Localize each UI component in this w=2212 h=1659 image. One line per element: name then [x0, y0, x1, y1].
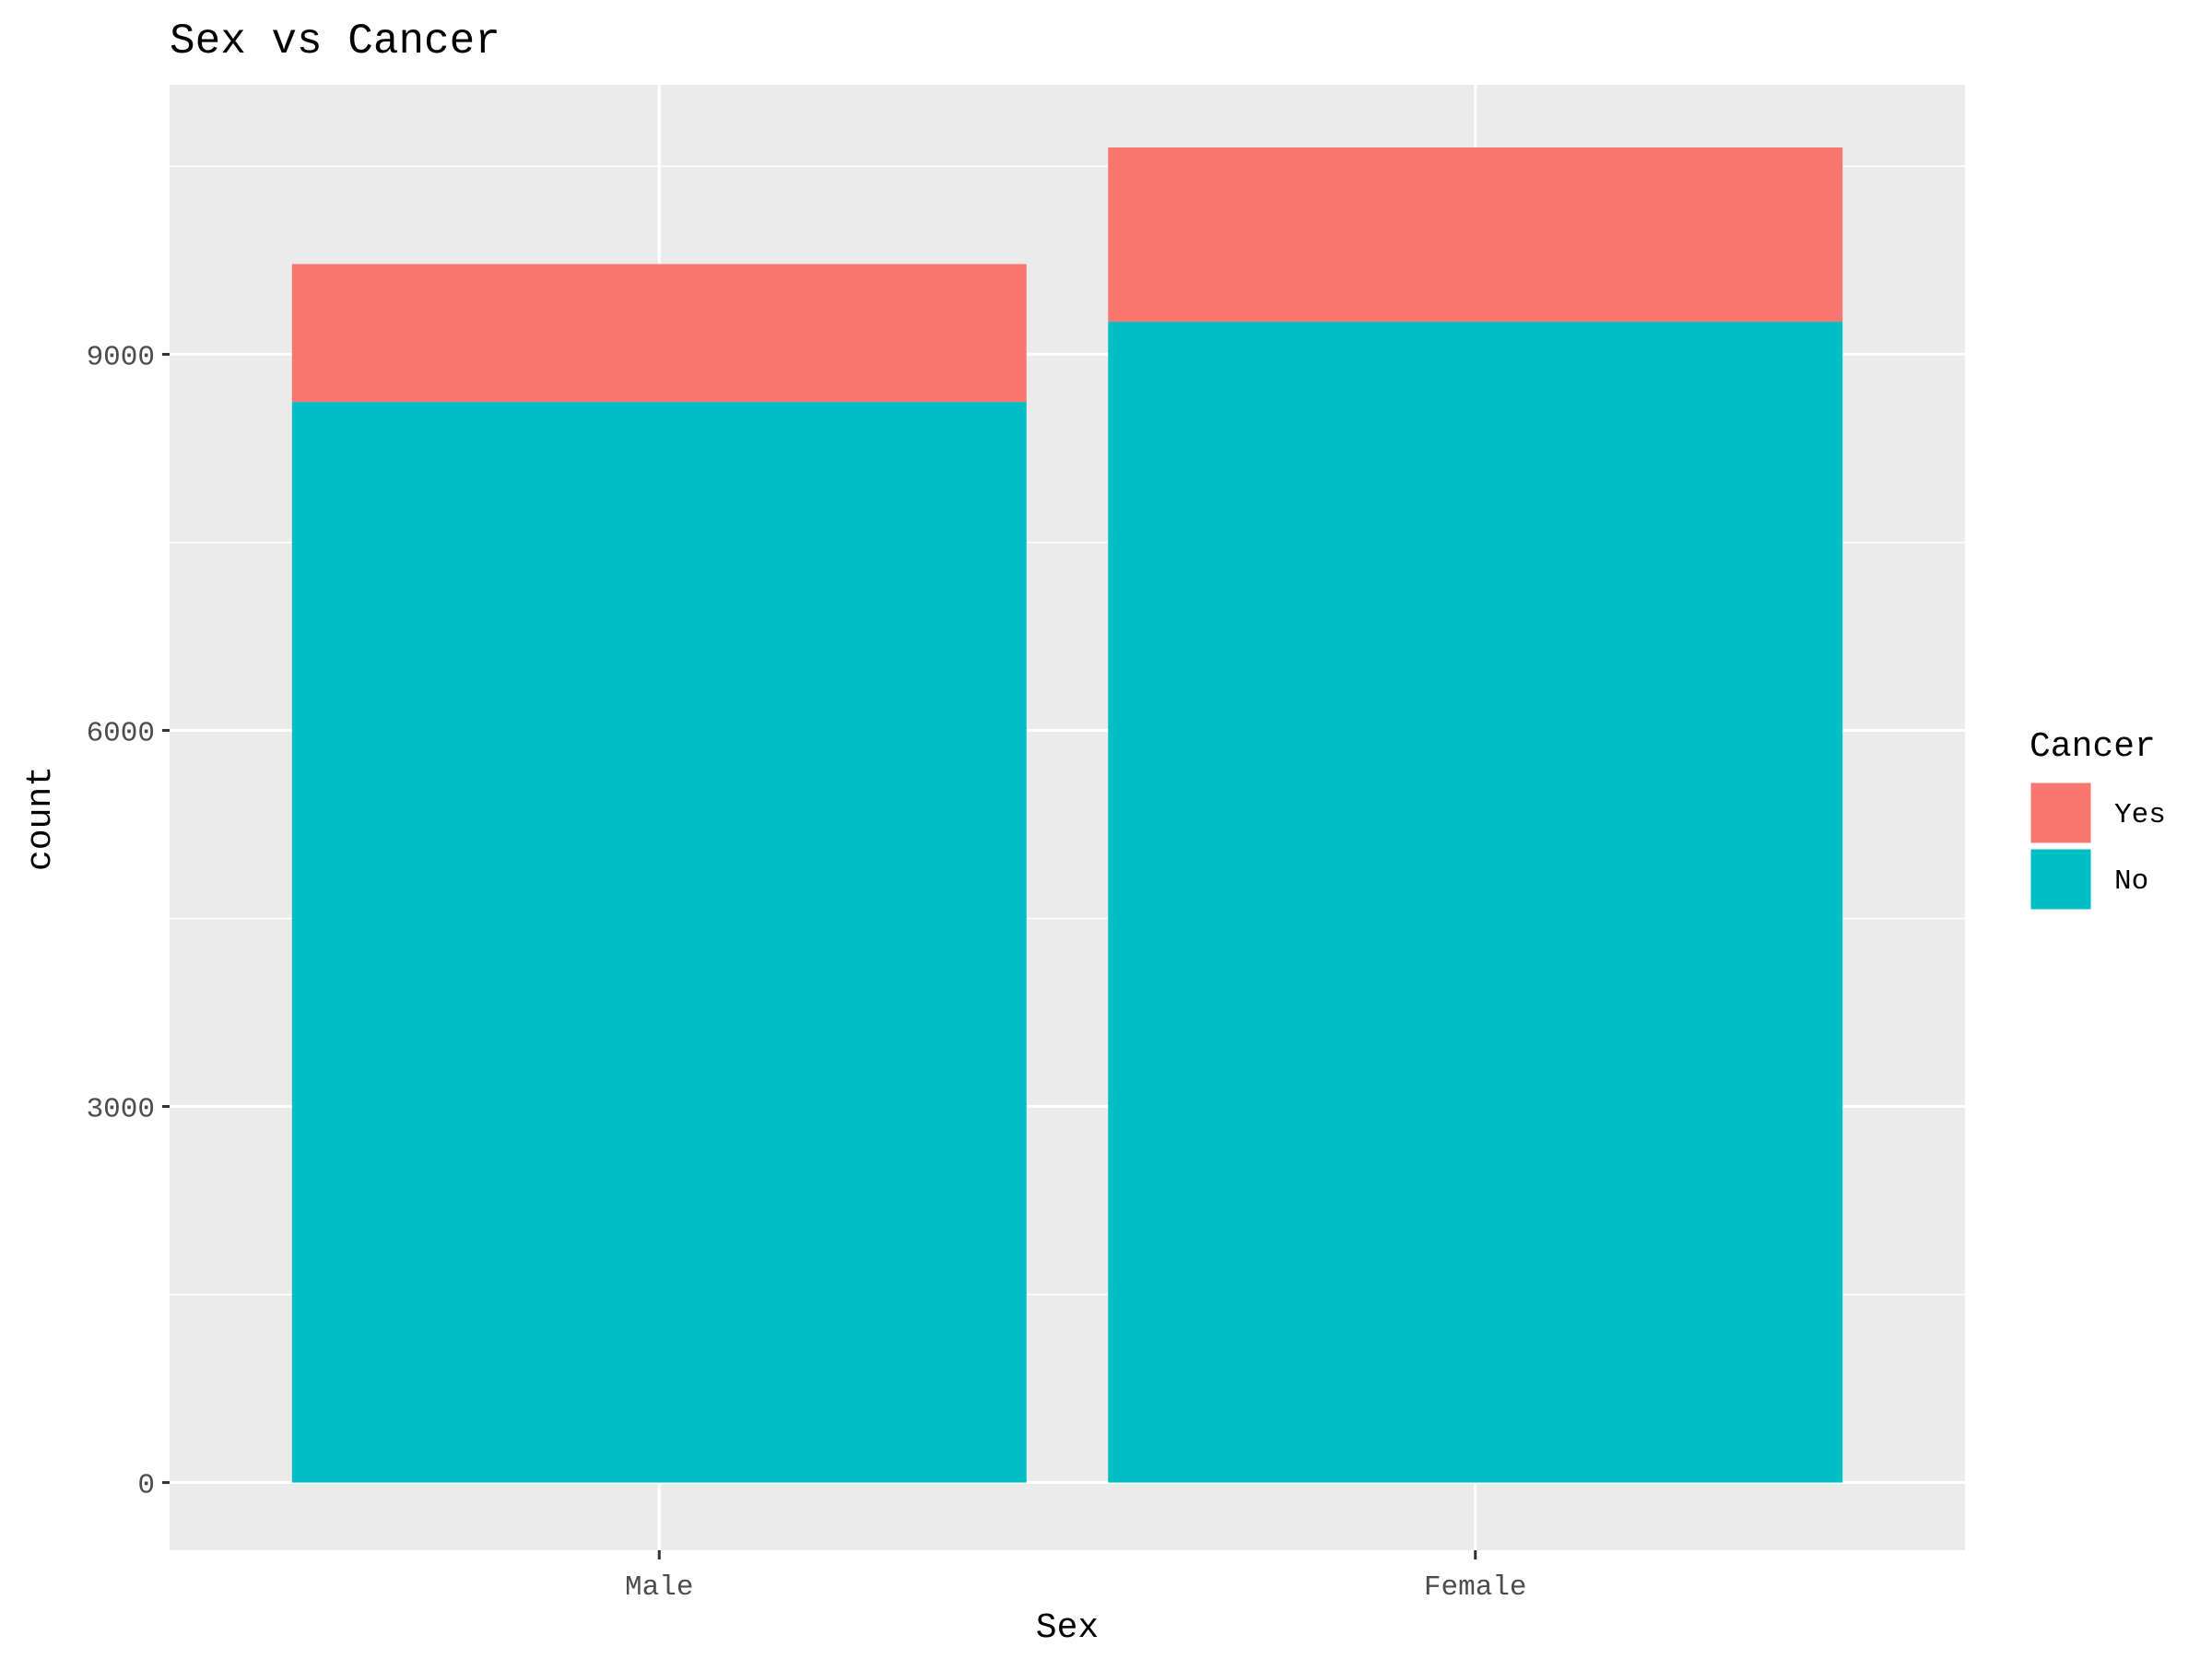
legend: Cancer Yes No — [2028, 727, 2166, 912]
x-tick-label: Female — [1424, 1571, 1527, 1604]
bar-male-yes — [291, 264, 1027, 403]
chart-title: Sex vs Cancer — [170, 18, 500, 65]
y-tick-label: 0 — [137, 1470, 155, 1502]
bar-female-yes — [1108, 147, 1843, 323]
bar-female-no — [1108, 322, 1843, 1483]
legend-title: Cancer — [2030, 727, 2156, 767]
bar-male-no — [291, 402, 1027, 1483]
x-tick-label: Male — [625, 1571, 693, 1604]
legend-key-yes — [2028, 780, 2094, 846]
legend-key-no — [2028, 846, 2094, 912]
y-axis-title: count — [21, 766, 61, 871]
y-tick-label: 9000 — [87, 341, 155, 373]
y-tick-label: 6000 — [87, 717, 155, 749]
x-axis: Male Female — [625, 1550, 1527, 1604]
y-axis: 0 3000 6000 9000 — [87, 341, 170, 1502]
x-axis-title: Sex — [1036, 1608, 1099, 1648]
y-tick-label: 3000 — [87, 1094, 155, 1126]
bars — [291, 147, 1843, 1483]
legend-label-yes: Yes — [2114, 799, 2166, 831]
legend-label-no: No — [2114, 865, 2148, 898]
